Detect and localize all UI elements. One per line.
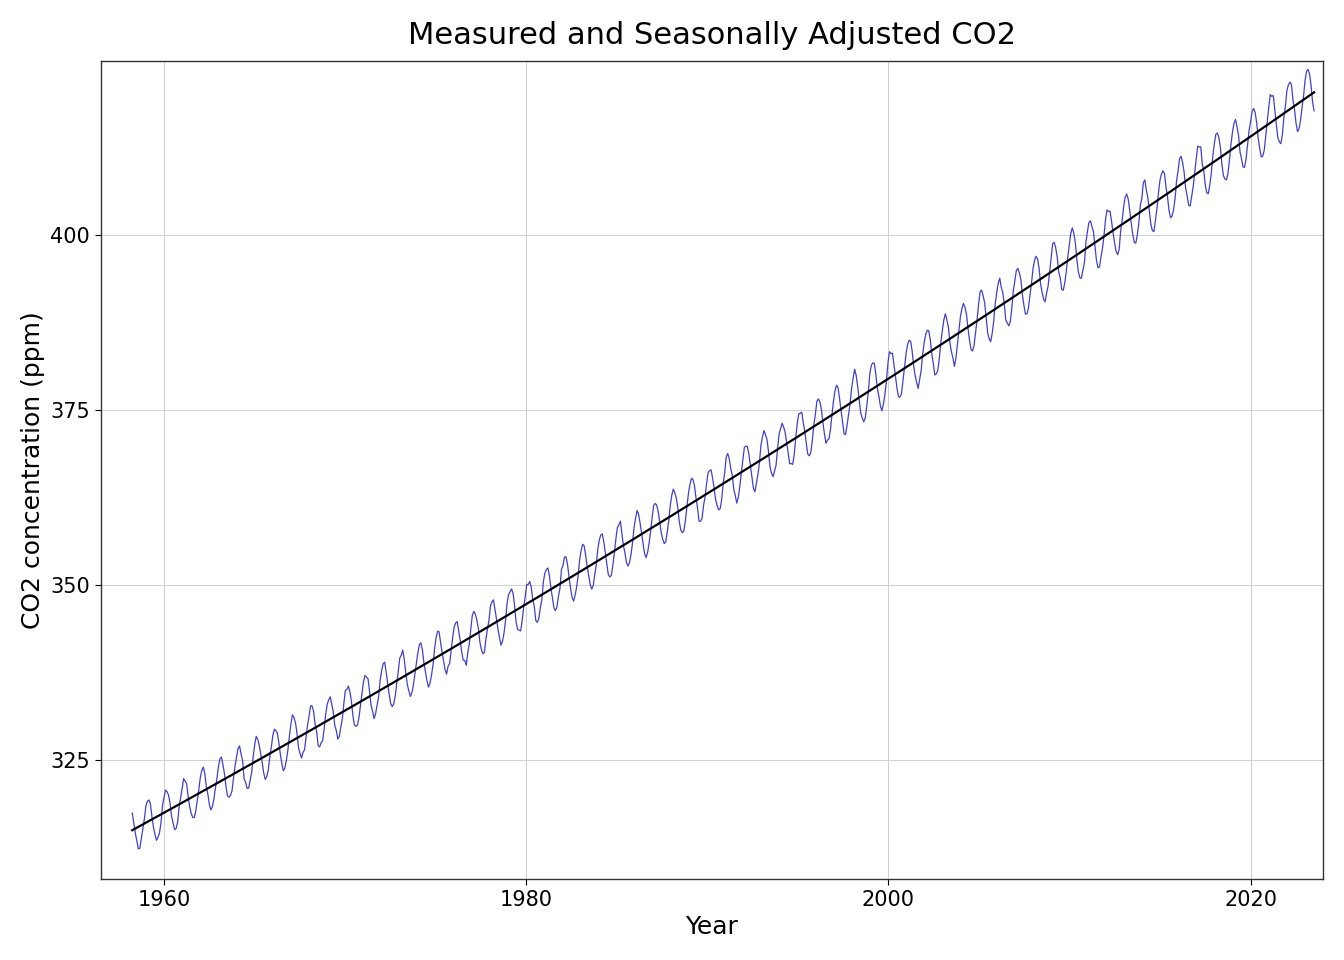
X-axis label: Year: Year (685, 915, 738, 939)
Title: Measured and Seasonally Adjusted CO2: Measured and Seasonally Adjusted CO2 (407, 21, 1016, 50)
Y-axis label: CO2 concentration (ppm): CO2 concentration (ppm) (22, 311, 44, 629)
